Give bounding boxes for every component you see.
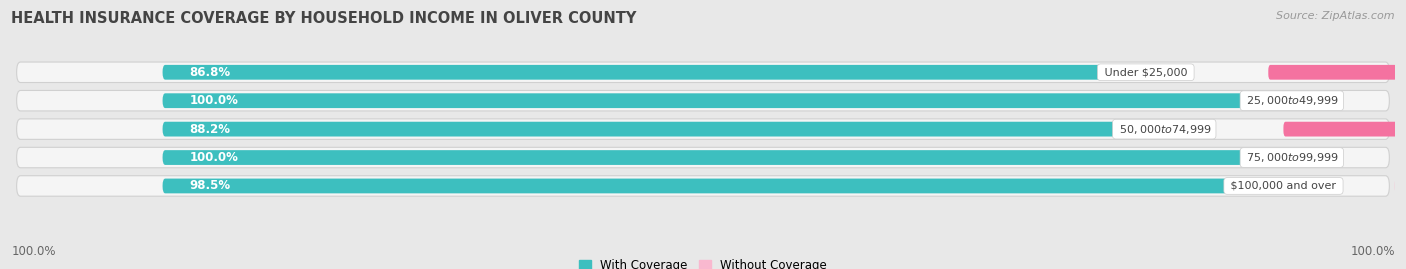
FancyBboxPatch shape [17,119,1389,139]
FancyBboxPatch shape [163,93,1243,108]
Text: 98.5%: 98.5% [190,179,231,192]
Text: 100.0%: 100.0% [11,245,56,258]
Text: Under $25,000: Under $25,000 [1101,67,1191,77]
FancyBboxPatch shape [1284,122,1398,136]
Text: $50,000 to $74,999: $50,000 to $74,999 [1116,123,1212,136]
Text: $25,000 to $49,999: $25,000 to $49,999 [1243,94,1340,107]
FancyBboxPatch shape [163,179,1227,193]
Text: 86.8%: 86.8% [190,66,231,79]
FancyBboxPatch shape [17,176,1389,196]
FancyBboxPatch shape [1395,179,1406,193]
Text: $75,000 to $99,999: $75,000 to $99,999 [1243,151,1340,164]
FancyBboxPatch shape [163,122,1116,136]
Text: $100,000 and over: $100,000 and over [1227,181,1340,191]
Text: 100.0%: 100.0% [190,151,239,164]
Text: Source: ZipAtlas.com: Source: ZipAtlas.com [1277,11,1395,21]
FancyBboxPatch shape [17,62,1389,83]
FancyBboxPatch shape [17,90,1389,111]
FancyBboxPatch shape [163,150,1243,165]
FancyBboxPatch shape [17,147,1389,168]
FancyBboxPatch shape [1268,65,1396,80]
Text: 100.0%: 100.0% [1350,245,1395,258]
Text: 88.2%: 88.2% [190,123,231,136]
Legend: With Coverage, Without Coverage: With Coverage, Without Coverage [574,254,832,269]
FancyBboxPatch shape [163,65,1101,80]
Text: 100.0%: 100.0% [190,94,239,107]
Text: HEALTH INSURANCE COVERAGE BY HOUSEHOLD INCOME IN OLIVER COUNTY: HEALTH INSURANCE COVERAGE BY HOUSEHOLD I… [11,11,637,26]
